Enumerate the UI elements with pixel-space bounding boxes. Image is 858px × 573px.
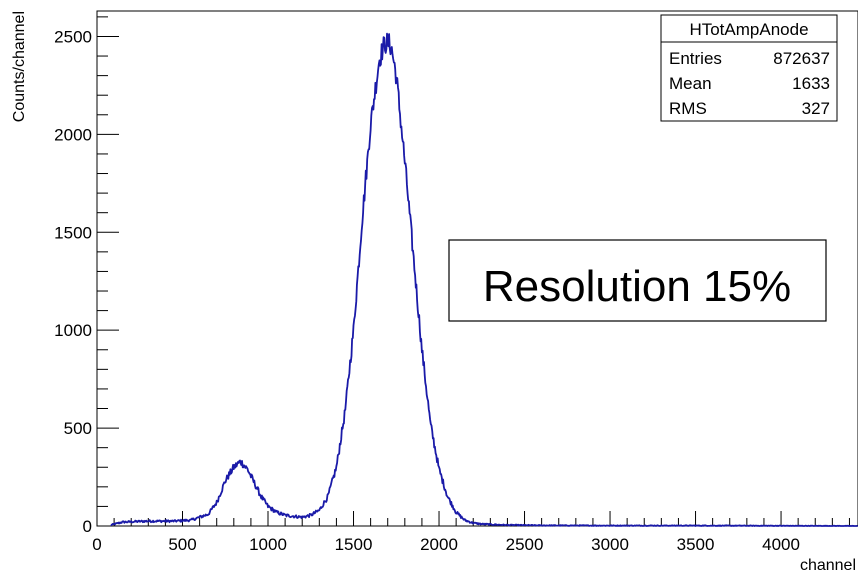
y-tick-label: 500 [64, 419, 92, 438]
stats-mean-value: 1633 [792, 74, 830, 93]
x-tick-label: 1500 [335, 535, 373, 554]
stats-mean-label: Mean [669, 74, 712, 93]
y-tick-label: 2000 [54, 125, 92, 144]
x-tick-label: 2000 [420, 535, 458, 554]
annotation-text: Resolution 15% [483, 262, 791, 311]
x-tick-label: 3500 [677, 535, 715, 554]
x-axis: 0 500 1000 1500 2000 2500 3000 3500 4000 [92, 511, 850, 554]
resolution-annotation: Resolution 15% [448, 239, 827, 322]
stats-rms-label: RMS [669, 99, 707, 118]
y-axis-label: Counts/channel [11, 11, 28, 122]
y-tick-label: 0 [83, 517, 92, 536]
x-tick-label: 0 [92, 535, 101, 554]
x-tick-label: 500 [168, 535, 196, 554]
y-axis: 0 500 1000 1500 2000 2500 [54, 16, 119, 536]
x-axis-label: channel [800, 557, 856, 573]
stats-rms-value: 327 [802, 99, 830, 118]
stats-entries-label: Entries [669, 49, 722, 68]
series-line [110, 32, 858, 527]
annotation-frame [448, 239, 827, 322]
stats-entries-value: 872637 [773, 49, 830, 68]
x-tick-label: 1000 [249, 535, 287, 554]
y-tick-label: 1500 [54, 223, 92, 242]
y-tick-label: 2500 [54, 27, 92, 46]
stats-box-frame [660, 14, 838, 122]
x-tick-label: 2500 [506, 535, 544, 554]
x-tick-label: 3000 [591, 535, 629, 554]
stats-box-title: HTotAmpAnode [689, 20, 808, 39]
x-tick-label: 4000 [762, 535, 800, 554]
stats-box: HTotAmpAnode Entries 872637 Mean 1633 RM… [660, 14, 838, 122]
y-tick-label: 1000 [54, 321, 92, 340]
